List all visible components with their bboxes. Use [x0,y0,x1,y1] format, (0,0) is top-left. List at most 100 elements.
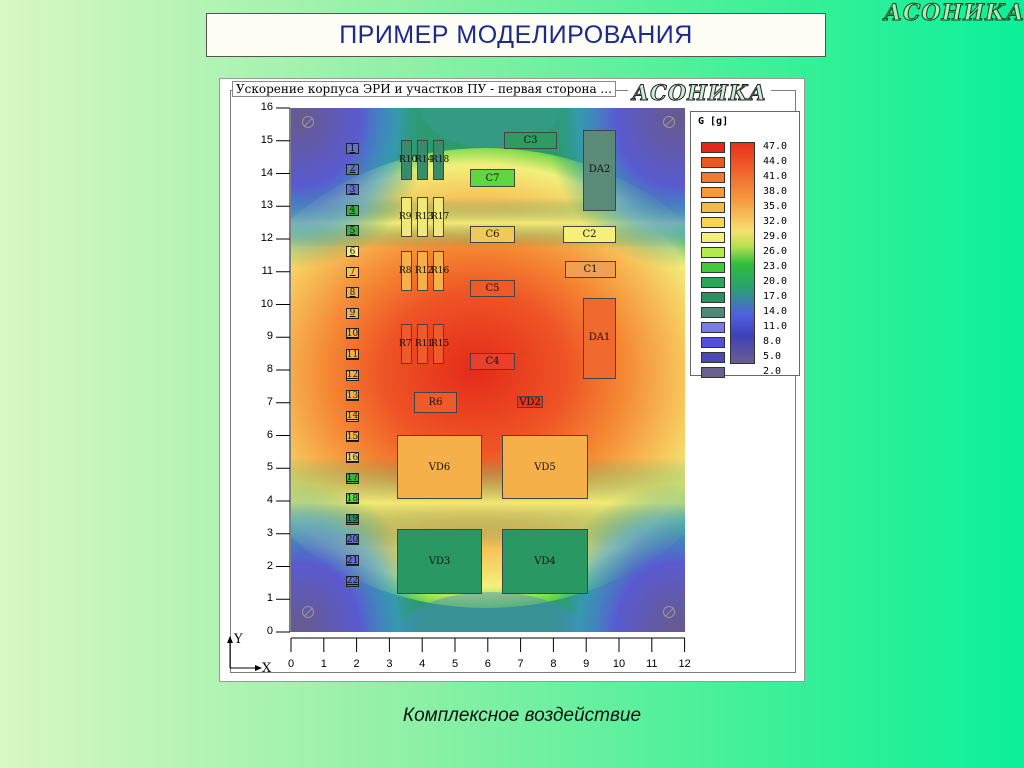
y-tick-label: 7 [266,395,273,408]
color-legend: G [g] 47.0 44.0 41.0 38.0 35.0 32.0 29.0 26.0 23… [690,111,800,378]
connector-pin[interactable]: 3 [346,184,359,196]
resistor-r16[interactable]: R16 [431,251,449,291]
connector-pin[interactable]: 19 [346,513,359,525]
connector-pin[interactable]: 1 [346,143,359,154]
resistor-label: R16 [431,266,450,276]
component-c5[interactable]: C5 [470,280,515,297]
legend-value: 26.0 [763,246,788,257]
y-tick-label: 11 [261,264,273,277]
legend-swatch [701,172,725,183]
component-vd6[interactable]: VD6 [397,435,482,499]
resistor-r14[interactable]: R14 [415,140,433,180]
component-da2[interactable]: DA2 [583,130,616,211]
connector-pin[interactable]: 20 [346,534,359,546]
legend-value: 11.0 [763,321,788,332]
x-tick-label: 11 [646,658,658,670]
mount-hole-br [663,606,675,618]
connector-pin[interactable]: 10 [346,328,359,340]
connector-pin[interactable]: 7 [346,266,359,278]
x-tick-label: 1 [320,658,327,670]
legend-swatch [701,142,725,153]
legend-value: 8.0 [763,336,782,347]
legend-value: 5.0 [763,351,782,362]
legend-swatch [701,277,725,288]
connector-pin[interactable]: 5 [346,225,359,237]
y-tick-label: 15 [260,133,273,146]
x-tick-label: 12 [678,658,691,670]
connector-pin[interactable]: 15 [346,431,359,443]
component-da1[interactable]: DA1 [583,298,616,379]
x-tick-label: 6 [484,658,491,670]
resistor-label: R7 [399,339,412,349]
resistor-r13[interactable]: R13 [415,197,433,237]
resistor-r7[interactable]: R7 [399,324,412,364]
y-tick-marks [276,107,290,633]
cold-zone-bottom [401,592,581,632]
cold-zone-bl [291,483,431,632]
connector-pin[interactable]: 22 [346,575,359,587]
component-c3[interactable]: C3 [504,132,557,149]
connector-pin[interactable]: 13 [346,390,359,402]
resistor-label: R8 [399,266,412,276]
x-tick-label: 2 [353,658,360,670]
legend-swatch [701,352,725,363]
x-tick-label: 0 [287,658,295,670]
connector-pin[interactable]: 12 [346,369,359,381]
resistor-label: R13 [415,212,434,222]
y-tick-label: 1 [266,592,273,605]
resistor-r10[interactable]: R10 [399,140,417,180]
connector-pin[interactable]: 6 [346,246,359,257]
component-vd4[interactable]: VD4 [502,529,588,594]
y-tick-label: 8 [266,363,273,375]
connector-pin[interactable]: 9 [346,307,359,319]
legend-swatch [701,232,725,243]
connector-pin[interactable]: 18 [346,493,359,505]
connector-pin[interactable]: 2 [346,163,359,175]
legend-value: 47.0 [763,141,788,152]
component-c6[interactable]: C6 [470,226,515,243]
x-indicator-arrow [255,665,262,671]
component-c2[interactable]: C2 [563,226,616,243]
resistor-r15[interactable]: R15 [431,324,449,364]
resistor-r18[interactable]: R18 [431,140,449,180]
connector-pin[interactable]: 8 [346,287,359,299]
legend-value: 2.0 [763,366,782,377]
legend-swatch [701,247,725,258]
component-vd2[interactable]: VD2 [517,396,543,408]
connector-pin[interactable]: 14 [346,410,359,422]
page-title: ПРИМЕР МОДЕЛИРОВАНИЯ [339,20,693,49]
legend-swatch [701,187,725,198]
component-vd3[interactable]: VD3 [397,529,482,594]
x-tick-label: 7 [517,658,524,670]
component-vd5[interactable]: VD5 [502,435,588,499]
resistor-label: R10 [399,155,418,165]
x-tick-label: 8 [550,658,557,670]
resistor-r8[interactable]: R8 [399,251,412,291]
resistor-r12[interactable]: R12 [415,251,433,291]
resistor-r11[interactable]: R11 [415,324,433,364]
component-c1[interactable]: C1 [565,261,616,278]
y-tick-label: 16 [260,101,273,113]
title-box: ПРИМЕР МОДЕЛИРОВАНИЯ [206,13,826,57]
component-c7[interactable]: C7 [470,169,515,187]
component-c4[interactable]: C4 [470,353,515,370]
y-axis-label: Y [234,632,243,647]
connector-pin[interactable]: 21 [346,555,359,566]
y-indicator-arrow [227,636,233,643]
legend-swatch [701,292,725,303]
component-r6[interactable]: R6 [414,392,457,413]
y-tick-label: 13 [260,199,273,212]
y-tick-label: 5 [266,461,273,474]
connector-pin[interactable]: 17 [346,472,359,484]
connector-pin[interactable]: 4 [346,204,359,216]
resistor-r17[interactable]: R17 [431,197,449,237]
legend-value: 38.0 [763,186,788,197]
cold-zone-tl [291,108,431,268]
x-tick-label: 3 [386,658,393,670]
legend-swatch [701,217,725,228]
panel-label: Ускорение корпуса ЭРИ и участков ПУ - пе… [232,81,616,97]
connector-pin[interactable]: 11 [346,349,359,360]
resistor-r9[interactable]: R9 [399,197,412,237]
connector-pin[interactable]: 16 [346,452,359,463]
x-axis-label: X [262,661,272,676]
